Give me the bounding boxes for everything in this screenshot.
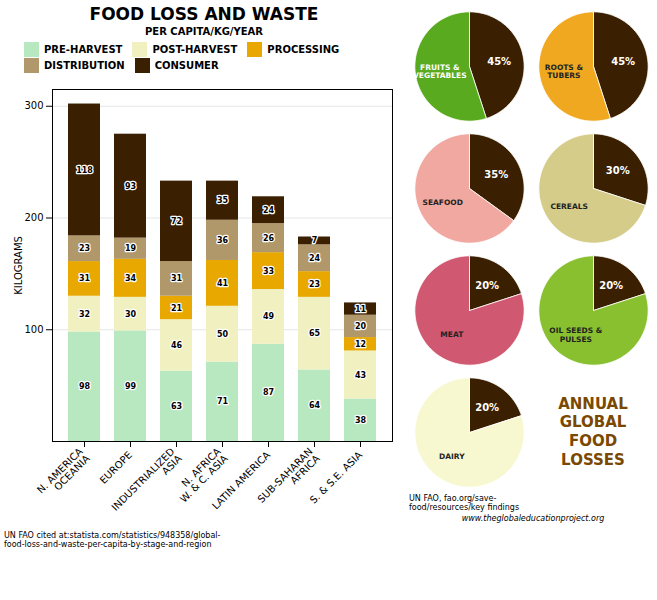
- svg-text:23: 23: [79, 244, 90, 253]
- svg-text:200: 200: [24, 212, 43, 223]
- svg-text:35: 35: [217, 196, 229, 205]
- svg-text:FRUITS &VEGETABLES: FRUITS &VEGETABLES: [413, 63, 467, 80]
- svg-text:KILOGRAMS: KILOGRAMS: [13, 236, 24, 295]
- svg-text:7: 7: [312, 236, 318, 245]
- svg-text:19: 19: [125, 244, 137, 253]
- svg-text:71: 71: [217, 397, 229, 406]
- svg-text:41: 41: [217, 279, 229, 288]
- svg-text:46: 46: [171, 341, 183, 350]
- svg-text:72: 72: [171, 217, 182, 226]
- svg-text:32: 32: [79, 310, 90, 319]
- svg-text:OIL SEEDS &PULSES: OIL SEEDS &PULSES: [549, 326, 602, 343]
- svg-text:DAIRY: DAIRY: [439, 452, 465, 461]
- svg-text:87: 87: [263, 388, 274, 397]
- svg-text:26: 26: [263, 234, 275, 243]
- svg-text:99: 99: [125, 382, 137, 391]
- svg-text:N. AMERICAOCEANIA: N. AMERICAOCEANIA: [35, 446, 92, 503]
- svg-text:30%: 30%: [606, 165, 630, 176]
- svg-text:31: 31: [171, 274, 183, 283]
- svg-text:38: 38: [355, 416, 367, 425]
- svg-text:118: 118: [76, 166, 93, 175]
- svg-text:33: 33: [263, 267, 274, 276]
- svg-text:36: 36: [217, 236, 229, 245]
- svg-text:63: 63: [171, 402, 182, 411]
- svg-text:65: 65: [309, 329, 321, 338]
- svg-text:CEREALS: CEREALS: [550, 202, 588, 211]
- svg-text:20%: 20%: [599, 280, 623, 291]
- svg-text:45%: 45%: [487, 56, 511, 67]
- svg-text:ROOTS &TUBERS: ROOTS &TUBERS: [545, 63, 584, 80]
- svg-text:S. & S.E. ASIA: S. & S.E. ASIA: [308, 449, 365, 506]
- svg-text:23: 23: [309, 280, 320, 289]
- svg-text:50: 50: [217, 330, 229, 339]
- svg-text:12: 12: [355, 340, 366, 349]
- svg-text:MEAT: MEAT: [440, 330, 464, 339]
- svg-text:35%: 35%: [484, 169, 508, 180]
- svg-text:24: 24: [263, 206, 275, 215]
- svg-text:EUROPE: EUROPE: [98, 449, 135, 486]
- svg-text:30: 30: [125, 310, 137, 319]
- svg-text:49: 49: [263, 312, 275, 321]
- svg-text:31: 31: [79, 274, 91, 283]
- svg-text:300: 300: [24, 100, 43, 111]
- svg-text:20%: 20%: [475, 402, 499, 413]
- svg-text:21: 21: [171, 304, 183, 313]
- svg-text:24: 24: [309, 254, 321, 263]
- svg-text:20: 20: [355, 322, 367, 331]
- svg-text:98: 98: [79, 382, 91, 391]
- svg-text:93: 93: [125, 182, 136, 191]
- svg-text:SEAFOOD: SEAFOOD: [423, 198, 463, 207]
- svg-text:45%: 45%: [611, 56, 635, 67]
- svg-text:INDUSTRIALIZEDASIA: INDUSTRIALIZEDASIA: [109, 445, 183, 519]
- svg-text:100: 100: [24, 324, 43, 335]
- svg-text:11: 11: [355, 305, 367, 314]
- svg-text:20%: 20%: [475, 280, 499, 291]
- svg-text:43: 43: [355, 371, 366, 380]
- svg-text:34: 34: [125, 274, 137, 283]
- svg-text:64: 64: [309, 401, 321, 410]
